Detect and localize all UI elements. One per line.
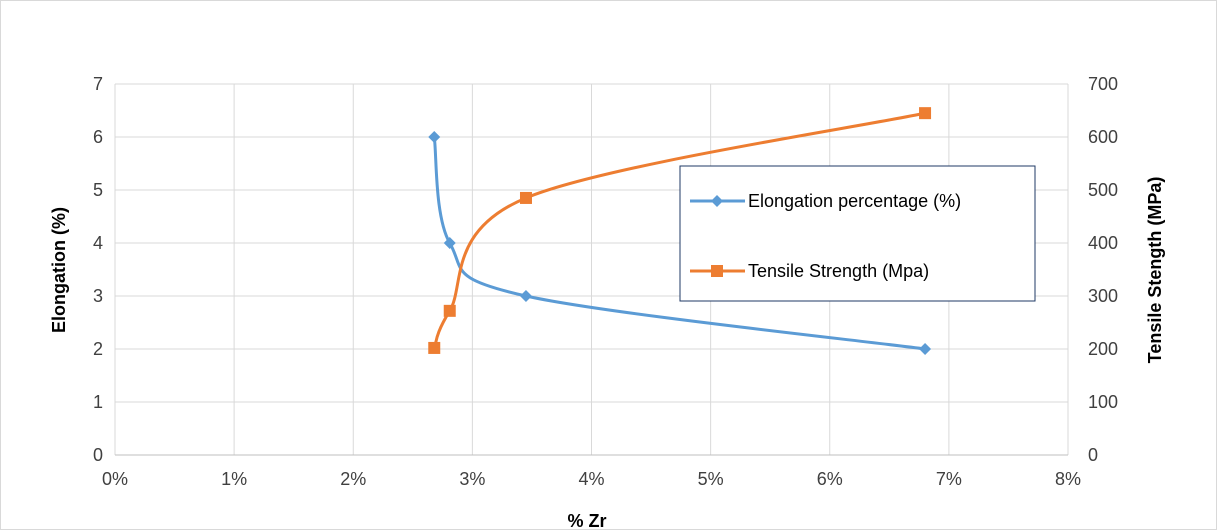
x-tick-label: 6% xyxy=(817,469,843,489)
series-line xyxy=(432,136,926,351)
series-layer xyxy=(428,107,932,355)
series-line xyxy=(432,111,926,349)
data-point-diamond xyxy=(443,237,456,249)
legend-box xyxy=(679,165,1036,302)
legend-marker-square xyxy=(711,265,723,277)
x-tick-label: 8% xyxy=(1055,469,1081,489)
legend: Elongation percentage (%) Tensile Strengt… xyxy=(679,165,1036,302)
x-axis-title: % Zr xyxy=(567,511,606,531)
tick-labels: 0 1 2 3 4 5 6 7 0 100 200 300 400 500 600 700 0% 1% 2% 3% 4%… xyxy=(93,74,1118,489)
legend-entry: Elongation percentage (%) xyxy=(690,191,961,211)
y2-axis-title: Tensile Stength (MPa) xyxy=(1145,177,1165,364)
y2-tick-label: 700 xyxy=(1088,74,1118,94)
x-tick-label: 5% xyxy=(698,469,724,489)
y2-tick-label: 400 xyxy=(1088,233,1118,253)
y-tick-label: 3 xyxy=(93,286,103,306)
y-tick-label: 5 xyxy=(93,180,103,200)
y-tick-label: 6 xyxy=(93,127,103,147)
series-tensile-strength xyxy=(428,107,932,354)
y-axis-title: Elongation (%) xyxy=(49,207,69,333)
y2-tick-label: 500 xyxy=(1088,180,1118,200)
legend-label: Elongation percentage (%) xyxy=(748,191,961,211)
x-tick-label: 3% xyxy=(459,469,485,489)
x-tick-label: 0% xyxy=(102,469,128,489)
data-point-diamond xyxy=(428,131,441,143)
y2-tick-label: 0 xyxy=(1088,445,1098,465)
data-point-diamond xyxy=(519,290,532,302)
data-point-square xyxy=(443,304,456,317)
data-point-diamond xyxy=(919,343,932,355)
x-tick-label: 1% xyxy=(221,469,247,489)
x-tick-label: 2% xyxy=(340,469,366,489)
x-tick-label: 7% xyxy=(936,469,962,489)
y2-tick-label: 600 xyxy=(1088,127,1118,147)
data-point-square xyxy=(428,341,441,354)
y-tick-label: 7 xyxy=(93,74,103,94)
y-tick-label: 0 xyxy=(93,445,103,465)
y2-tick-label: 300 xyxy=(1088,286,1118,306)
series-elongation xyxy=(428,131,932,355)
y2-tick-label: 200 xyxy=(1088,339,1118,359)
data-point-square xyxy=(919,107,932,120)
y-tick-label: 1 xyxy=(93,392,103,412)
legend-marker-diamond xyxy=(711,195,723,207)
y-tick-label: 4 xyxy=(93,233,103,253)
legend-entry: Tensile Strength (Mpa) xyxy=(690,261,929,281)
y-tick-label: 2 xyxy=(93,339,103,359)
x-tick-label: 4% xyxy=(578,469,604,489)
data-point-square xyxy=(519,191,532,204)
legend-label: Tensile Strength (Mpa) xyxy=(748,261,929,281)
y2-tick-label: 100 xyxy=(1088,392,1118,412)
